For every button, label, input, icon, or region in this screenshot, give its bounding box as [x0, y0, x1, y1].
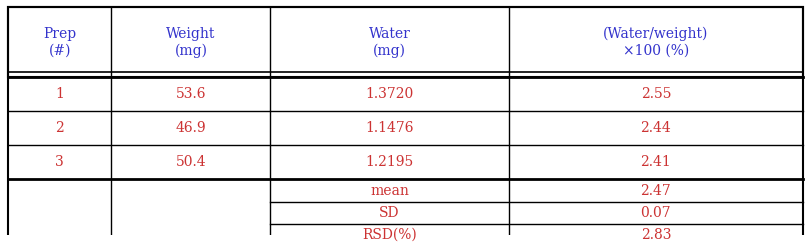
Text: mean: mean: [370, 184, 409, 197]
Text: 0.07: 0.07: [641, 206, 672, 220]
Text: 50.4: 50.4: [176, 155, 206, 169]
Text: 53.6: 53.6: [176, 87, 206, 101]
Text: Weight
(mg): Weight (mg): [166, 27, 216, 58]
Text: 1: 1: [55, 87, 64, 101]
Text: RSD(%): RSD(%): [363, 228, 417, 242]
Text: 1.3720: 1.3720: [366, 87, 414, 101]
Text: SD: SD: [380, 206, 400, 220]
Text: 2: 2: [55, 121, 64, 136]
Text: 2.44: 2.44: [641, 121, 672, 136]
Text: 2.55: 2.55: [641, 87, 672, 101]
Bar: [8, 7, 803, 77]
Text: 46.9: 46.9: [176, 121, 206, 136]
Text: 2.47: 2.47: [641, 184, 672, 197]
Text: 1.2195: 1.2195: [366, 155, 414, 169]
Text: Prep
(#): Prep (#): [43, 27, 76, 57]
Text: 2.83: 2.83: [641, 228, 672, 242]
Text: Water
(mg): Water (mg): [369, 27, 410, 58]
Text: 2.41: 2.41: [641, 155, 672, 169]
Text: 1.1476: 1.1476: [365, 121, 414, 136]
Text: 3: 3: [55, 155, 64, 169]
Text: (Water/weight)
×100 (%): (Water/weight) ×100 (%): [603, 27, 709, 58]
